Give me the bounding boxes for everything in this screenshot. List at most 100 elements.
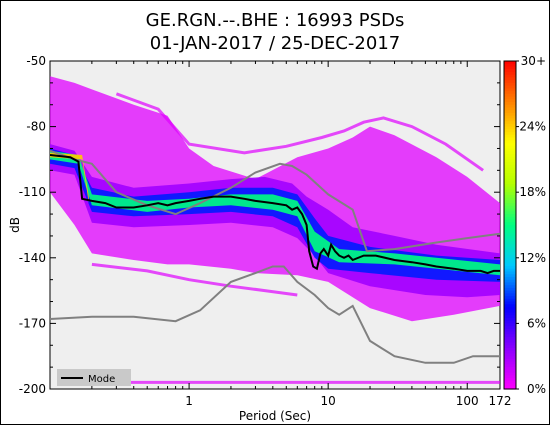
colorbar-segment [504,285,516,289]
colorbar-segment [504,301,516,305]
chart-title: GE.RGN.--.BHE : 16993 PSDs [146,10,405,31]
colorbar-segment [504,123,516,128]
colorbar-segment [504,317,516,322]
colorbar-segment [504,80,516,84]
x-tick-label: 10 [321,394,336,408]
colorbar-segment [504,361,516,365]
colorbar-segment [504,167,516,171]
colorbar-segment [504,235,516,240]
colorbar-segment [504,249,516,253]
colorbar-segment [504,356,516,360]
colorbar-segment [504,375,516,379]
mode-layer [50,154,500,275]
colorbar-segment [504,290,516,294]
colorbar-segment [504,244,516,248]
colorbar-segment [504,274,516,278]
colorbar-segment [504,214,516,218]
colorbar-segment [504,178,516,182]
chart-subtitle: 01-JAN-2017 / 25-DEC-2017 [150,33,401,54]
colorbar-tick-label: 18% [519,185,546,199]
colorbar-segment [504,268,516,273]
colorbar-segment [504,153,516,158]
colorbar-tick-label: 0% [527,382,546,396]
colorbar-segment [504,383,516,387]
colorbar-segment [504,238,516,242]
colorbar-segment [504,276,516,281]
colorbar-segment [504,225,516,229]
colorbar-segment [504,140,516,144]
colorbar-segment [504,164,516,169]
colorbar-segment [504,337,516,341]
colorbar-segment [504,88,516,92]
colorbar-segment [504,266,516,270]
colorbar-segment [504,96,516,100]
colorbar-segment [504,137,516,141]
colorbar-segment [504,222,516,226]
colorbar-segment [504,331,516,335]
colorbar-segment [504,170,516,174]
colorbar-segment [504,110,516,114]
colorbar-segment [504,279,516,283]
density-band-4 [50,150,500,276]
colorbar-segment [504,257,516,262]
colorbar-segment [504,380,516,385]
colorbar-segment [504,74,516,78]
colorbar-segment [504,104,516,109]
colorbar-segment [504,118,516,122]
colorbar-segment [504,246,516,251]
colorbar-segment [504,99,516,103]
colorbar-segment [504,328,516,333]
x-tick-label: 100 [456,394,479,408]
colorbar-segment [504,208,516,212]
colorbar-segment [504,181,516,185]
colorbar-segment [504,112,516,117]
colorbar-segment [504,342,516,346]
colorbar-segment [504,369,516,374]
colorbar-segment [504,241,516,245]
colorbar-segment [504,91,516,95]
colorbar-segment [504,159,516,163]
y-tick-label: -110 [19,185,46,199]
colorbar-segment [504,304,516,308]
mode-line [50,154,500,275]
colorbar-segment [504,134,516,139]
colorbar-segment [504,189,516,193]
legend-mode-label: Mode [88,374,115,385]
x-axis-label: Period (Sec) [239,409,311,423]
colorbar-segment [504,326,516,330]
colorbar-segment [504,255,516,259]
density-band-3 [50,148,500,282]
colorbar-segment [504,175,516,180]
colorbar-segment [504,339,516,344]
noise-model-layer [50,149,500,364]
colorbar-segment [504,145,516,150]
colorbar-tick-label: 24% [519,120,546,134]
y-tick-label: -200 [19,382,46,396]
colorbar-segment [504,77,516,81]
colorbar-segment [504,315,516,319]
colorbar-segment [504,263,516,267]
colorbar-tick-label: 30+ [521,54,546,68]
colorbar-segment [504,219,516,223]
colorbar-segment [504,186,516,191]
colorbar-segment [504,129,516,133]
colorbar-segment [504,216,516,221]
colorbar-segment [504,378,516,382]
colorbar-segment [504,271,516,275]
colorbar-segment [504,173,516,177]
noise-model-low-line [50,265,500,364]
colorbar-segment [504,334,516,338]
colorbar-segment [504,287,516,292]
colorbar-tick-label: 12% [519,251,546,265]
colorbar-segment [504,151,516,155]
colorbar-segment [504,312,516,316]
colorbar-segment [504,298,516,303]
colorbar-segment [504,252,516,256]
colorbar-segment [504,293,516,297]
colorbar-segment [504,372,516,376]
colorbar-segment [504,307,516,311]
colorbar-segment [504,323,516,327]
colorbar-segment [504,358,516,363]
colorbar-segment [504,296,516,300]
x-axis: 1 10 100 172 [49,61,511,408]
